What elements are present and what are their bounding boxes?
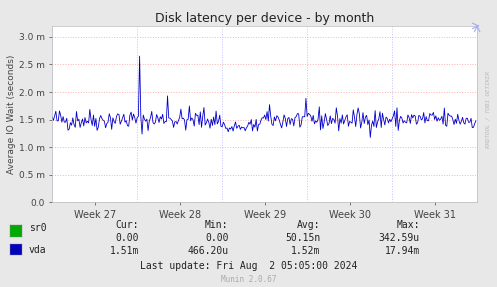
- Text: 1.52m: 1.52m: [291, 246, 321, 256]
- Text: 1.51m: 1.51m: [110, 246, 139, 256]
- Text: 17.94m: 17.94m: [385, 246, 420, 256]
- Text: Avg:: Avg:: [297, 220, 321, 230]
- Text: RRDTOOL / TOBI OETIKER: RRDTOOL / TOBI OETIKER: [486, 71, 491, 148]
- Text: 0.00: 0.00: [116, 233, 139, 243]
- Title: Disk latency per device - by month: Disk latency per device - by month: [155, 12, 374, 25]
- Y-axis label: Average IO Wait (seconds): Average IO Wait (seconds): [7, 55, 16, 174]
- Text: Max:: Max:: [397, 220, 420, 230]
- Text: 0.00: 0.00: [205, 233, 229, 243]
- Text: Last update: Fri Aug  2 05:05:00 2024: Last update: Fri Aug 2 05:05:00 2024: [140, 261, 357, 271]
- Text: Munin 2.0.67: Munin 2.0.67: [221, 275, 276, 284]
- Text: Cur:: Cur:: [116, 220, 139, 230]
- Text: Min:: Min:: [205, 220, 229, 230]
- Text: sr0: sr0: [29, 223, 46, 233]
- Text: 466.20u: 466.20u: [187, 246, 229, 256]
- Text: 342.59u: 342.59u: [379, 233, 420, 243]
- Text: 50.15n: 50.15n: [285, 233, 321, 243]
- Text: vda: vda: [29, 245, 46, 255]
